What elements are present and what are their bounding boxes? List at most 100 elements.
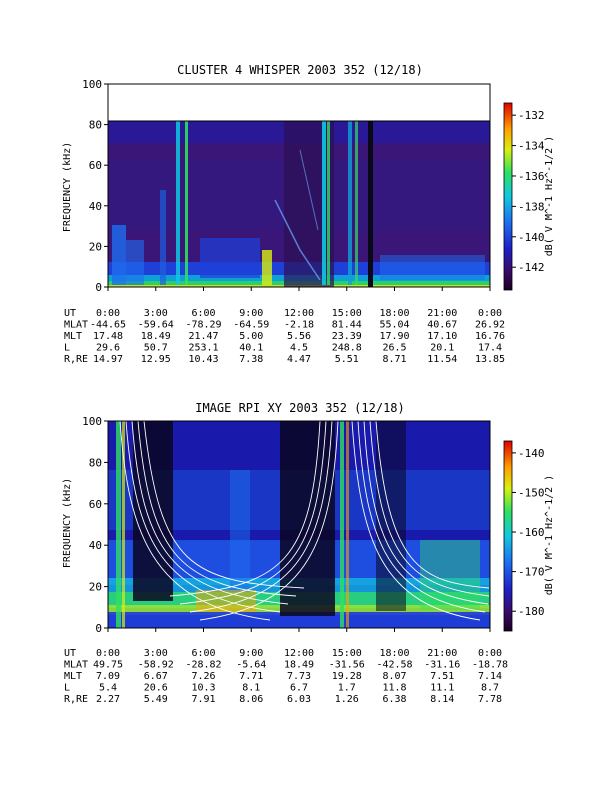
ephemeris-value: -58.92 <box>138 660 174 671</box>
ephemeris-value: 8.06 <box>239 694 263 705</box>
ephemeris-value: 3:00 <box>144 648 168 659</box>
ephemeris-value: 8.71 <box>382 354 406 365</box>
ephemeris-value: 7.51 <box>430 671 454 682</box>
panel-2-title: IMAGE RPI XY 2003 352 (12/18) <box>195 401 405 415</box>
ephemeris-value: 5.51 <box>335 354 359 365</box>
panel-2-ylabel: FREQUENCY (kHz) <box>62 478 73 568</box>
ephemeris-value: 18:00 <box>379 308 409 319</box>
ephemeris-value: 7.73 <box>287 671 311 682</box>
ephemeris-value: 16.76 <box>475 331 505 342</box>
ephemeris-value: 3:00 <box>144 308 168 319</box>
ephemeris-value: 7.38 <box>239 354 263 365</box>
ephemeris-value: 19.28 <box>332 671 362 682</box>
colorbar-tick-label: -138 <box>518 200 545 213</box>
ephemeris-row-label: L <box>64 343 70 354</box>
ephemeris-value: 50.7 <box>144 343 168 354</box>
ephemeris-value: -2.18 <box>284 320 314 331</box>
ephemeris-value: 17.4 <box>478 343 502 354</box>
colorbar-tick-label: -180 <box>518 605 545 618</box>
colorbar-tick-label: -134 <box>518 140 545 153</box>
panel-2-x-axis <box>107 628 491 632</box>
ephemeris-value: 7.78 <box>478 694 502 705</box>
ephemeris-value: 7.71 <box>239 671 263 682</box>
panel-2-ephemeris-table: UT 0:00 3:00 6:00 9:00 12:00 15:00 18:00 21:00 0:… <box>64 648 508 705</box>
ephemeris-value: 11.54 <box>427 354 457 365</box>
ephemeris-value: -18.78 <box>472 660 508 671</box>
colorbar-tick-label: -140 <box>518 231 545 244</box>
ephemeris-value: 0:00 <box>96 308 120 319</box>
ephemeris-value: -31.16 <box>424 660 460 671</box>
y-tick-label: 100 <box>82 78 102 91</box>
ephemeris-value: 26.92 <box>475 320 505 331</box>
ephemeris-value: 81.44 <box>332 320 362 331</box>
ephemeris-value: 23.39 <box>332 331 362 342</box>
ephemeris-value: 6.67 <box>144 671 168 682</box>
colorbar-tick-label: -132 <box>518 109 545 122</box>
ephemeris-value: 0:00 <box>478 308 502 319</box>
panel-2-colorbar <box>503 440 513 632</box>
ephemeris-value: 18.49 <box>141 331 171 342</box>
y-tick-label: 0 <box>95 622 102 635</box>
ephemeris-value: 11.8 <box>382 683 406 694</box>
panel-1-x-axis <box>107 287 491 291</box>
ephemeris-value: -28.82 <box>185 660 221 671</box>
ephemeris-value: 6:00 <box>191 648 215 659</box>
ephemeris-row-label: R,RE <box>64 694 88 705</box>
ephemeris-value: -42.58 <box>376 660 412 671</box>
y-tick-label: 40 <box>89 539 102 552</box>
panel-1-colorbar-label: dB( V M^-1 Hz^-1/2 ) <box>544 136 555 256</box>
ephemeris-value: 26.5 <box>382 343 406 354</box>
ephemeris-value: 40.1 <box>239 343 263 354</box>
panel-2-colorbar-ticks: -140 -150 -160 -170 -180 <box>512 447 545 618</box>
ephemeris-value: 1.26 <box>335 694 359 705</box>
ephemeris-value: 11.1 <box>430 683 454 694</box>
ephemeris-value: -44.65 <box>90 320 126 331</box>
colorbar-tick-label: -150 <box>518 486 545 499</box>
ephemeris-value: 6.03 <box>287 694 311 705</box>
ephemeris-value: 17.90 <box>379 331 409 342</box>
ephemeris-value: 5.56 <box>287 331 311 342</box>
ephemeris-value: 253.1 <box>188 343 218 354</box>
ephemeris-value: 5.49 <box>144 694 168 705</box>
y-tick-label: 40 <box>89 200 102 213</box>
ephemeris-value: 8.7 <box>481 683 499 694</box>
ephemeris-value: 8.1 <box>242 683 260 694</box>
ephemeris-value: 8.14 <box>430 694 454 705</box>
panel-cluster: CLUSTER 4 WHISPER 2003 352 (12/18) FREQU… <box>62 63 555 365</box>
ephemeris-value: 29.6 <box>96 343 120 354</box>
ephemeris-value: -5.64 <box>236 660 266 671</box>
ephemeris-row-label: MLT <box>64 331 82 342</box>
colorbar-tick-label: -160 <box>518 526 545 539</box>
ephemeris-value: 14.97 <box>93 354 123 365</box>
panel-1-ylabel: FREQUENCY (kHz) <box>62 142 73 232</box>
ephemeris-value: 7.91 <box>191 694 215 705</box>
panel-1-colorbar-ticks: -132 -134 -136 -138 -140 -142 <box>512 109 545 274</box>
panel-2-colorbar-label: dB( V M^-1 Hz^-1/2 ) <box>544 475 555 595</box>
ephemeris-value: 10.3 <box>191 683 215 694</box>
ephemeris-value: 9:00 <box>239 308 263 319</box>
ephemeris-value: 6.7 <box>290 683 308 694</box>
ephemeris-row-label: R,RE <box>64 354 88 365</box>
ephemeris-value: 18:00 <box>379 648 409 659</box>
ephemeris-row-label: L <box>64 683 70 694</box>
ephemeris-value: 4.5 <box>290 343 308 354</box>
colorbar-tick-label: -170 <box>518 566 545 579</box>
ephemeris-value: 21:00 <box>427 648 457 659</box>
ephemeris-value: 7.09 <box>96 671 120 682</box>
ephemeris-value: 13.85 <box>475 354 505 365</box>
panel-2-y-axis: 0 20 40 60 80 100 <box>82 415 108 635</box>
panel-1-y-axis: 0 20 40 60 80 100 <box>82 78 108 294</box>
ephemeris-value: 55.04 <box>379 320 409 331</box>
colorbar-tick-label: -140 <box>518 447 545 460</box>
ephemeris-value: 21:00 <box>427 308 457 319</box>
ephemeris-row-label: MLT <box>64 671 82 682</box>
ephemeris-value: 17.10 <box>427 331 457 342</box>
panel-1-title: CLUSTER 4 WHISPER 2003 352 (12/18) <box>177 63 423 77</box>
ephemeris-value: 6.38 <box>382 694 406 705</box>
ephemeris-value: 15:00 <box>332 648 362 659</box>
y-tick-label: 20 <box>89 240 102 253</box>
panel-1-ephemeris-table: UT 0:00 3:00 6:00 9:00 12:00 15:00 18:00 21:00 0:… <box>64 308 505 365</box>
ephemeris-value: 21.47 <box>188 331 218 342</box>
panel-2-spectrogram <box>108 420 490 628</box>
panel-1-spectrogram <box>108 84 490 287</box>
